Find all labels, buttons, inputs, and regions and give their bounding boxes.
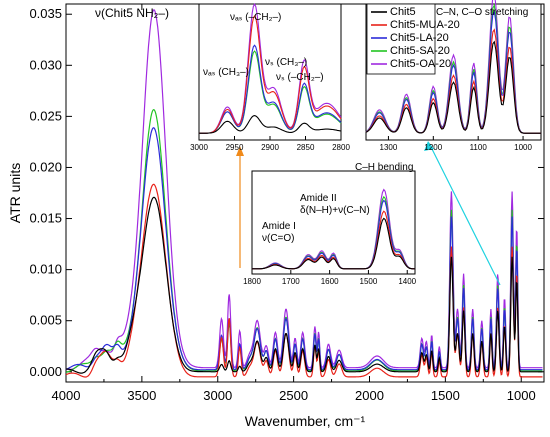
y-tick-label: 0.000	[29, 364, 62, 379]
inset-tick-label: 3000	[190, 143, 208, 152]
legend-item-chit5-oa-20: Chit5-OA-20	[390, 58, 451, 70]
x-tick-label: 3500	[127, 388, 156, 403]
x-axis-title: Wavenumber, cm⁻¹	[245, 413, 366, 429]
inset-tick-label: 1300	[380, 143, 398, 152]
inset-tick-label: 1000	[514, 143, 532, 152]
y-tick-label: 0.010	[29, 262, 62, 277]
legend-item-chit5-mua-20: Chit5-MUA-20	[390, 19, 460, 31]
y-axis-title: ATR units	[7, 163, 23, 223]
amide1-label-line2: ν(C=O)	[262, 233, 295, 244]
series-line-chit5	[66, 196, 543, 374]
x-tick-label: 1500	[431, 388, 460, 403]
orange-arrowhead	[236, 146, 244, 156]
inset-series-line	[199, 115, 342, 134]
x-tick-label: 3000	[203, 388, 232, 403]
vas-ch3-label: νₐₛ (CH₃–)	[203, 67, 249, 78]
vs-ch2-label: νₛ (–CH₂–)	[276, 72, 324, 83]
inset-series-line	[252, 199, 415, 270]
x-tick-label: 1000	[507, 388, 536, 403]
inset-tick-label: 1200	[424, 143, 442, 152]
legend-item-chit5-sa-20: Chit5-SA-20	[390, 45, 450, 57]
y-tick-label: 0.015	[29, 211, 62, 226]
cn-co-label: C–N, C–O stretching	[436, 7, 528, 18]
inset-series-line	[199, 44, 342, 134]
inset-tick-label: 2950	[226, 143, 244, 152]
x-tick-label: 4000	[52, 388, 81, 403]
amide2-label-line2: δ(N–H)+ν(C–N)	[300, 205, 370, 216]
cyan-arrowhead	[424, 141, 434, 151]
inset-tick-label: 2800	[332, 143, 350, 152]
ch-bending-label: C–H bending	[355, 162, 413, 173]
inset-series-line	[199, 14, 342, 134]
cyan-arrow	[429, 144, 501, 286]
inset-tick-label: 2850	[297, 143, 315, 152]
y-tick-label: 0.025	[29, 108, 62, 123]
amide2-label-line1: Amide II	[300, 193, 337, 204]
x-tick-label: 2000	[355, 388, 384, 403]
series-line-chit5-oa-20	[65, 8, 543, 371]
y-tick-label: 0.030	[29, 57, 62, 72]
inset-series-line	[252, 217, 415, 270]
inset-tick-label: 1500	[360, 277, 378, 286]
legend-box	[366, 3, 436, 75]
inset-tick-label: 1600	[321, 277, 339, 286]
y-tick-label: 0.020	[29, 159, 62, 174]
y-tick-label: 0.005	[29, 313, 62, 328]
nh-peak-label: ν(Chit5 NH₂–)	[95, 6, 169, 20]
amide1-label-line1: Amide I	[262, 221, 296, 232]
legend-item-chit5: Chit5	[390, 6, 416, 18]
inset-tick-label: 2900	[261, 143, 279, 152]
vs-ch3-label: νₛ (CH₃–)	[265, 57, 307, 68]
inset-series-line	[365, 40, 541, 134]
inset-tick-label: 1100	[470, 143, 488, 152]
series-line-chit5-la-20	[65, 127, 543, 371]
legend-item-chit5-la-20: Chit5-LA-20	[390, 32, 449, 44]
x-tick-label: 2500	[279, 388, 308, 403]
inset-series-line	[199, 3, 342, 134]
vas-ch2-label: νₐₛ (–CH₂–)	[230, 12, 281, 23]
inset-tick-label: 1700	[282, 277, 300, 286]
y-tick-label: 0.035	[29, 6, 62, 21]
inset-tick-label: 1400	[398, 277, 416, 286]
inset-tick-label: 1800	[243, 277, 261, 286]
